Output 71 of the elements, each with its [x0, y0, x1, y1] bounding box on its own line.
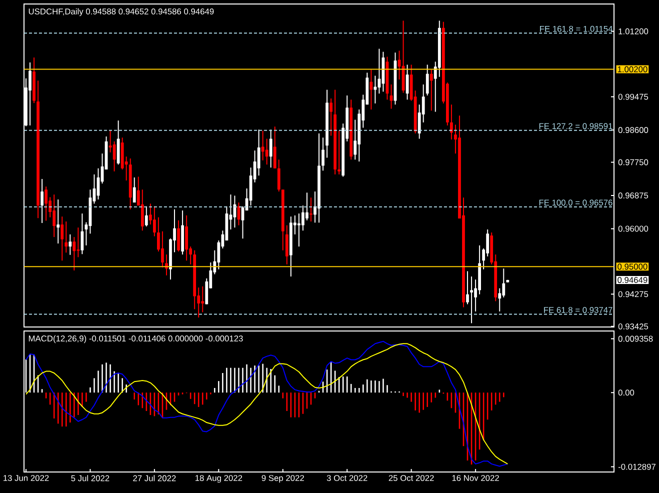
candlestick: [132, 176, 136, 203]
x-tick-label: 25 Oct 2022: [388, 475, 434, 482]
y-tick-label: 0.99475: [618, 94, 648, 100]
candlestick: [269, 129, 272, 168]
ref-line-label: FE 161.8 = 1.01154: [540, 26, 612, 32]
ref-line-label: FE 61.8 = 0.93747: [544, 307, 612, 313]
candlestick: [338, 130, 341, 175]
x-tick-label: 9 Sep 2022: [262, 475, 304, 483]
candlestick: [390, 84, 393, 110]
candlestick: [64, 220, 68, 254]
candlestick: [153, 206, 156, 237]
candlestick: [201, 286, 204, 313]
candlestick: [466, 270, 469, 305]
candlestick: [297, 213, 300, 248]
candlestick: [56, 198, 60, 244]
x-tick-label: 13 Jun 2022: [4, 475, 49, 482]
candlestick: [498, 288, 502, 312]
candlestick: [322, 137, 324, 172]
candlestick: [265, 138, 268, 166]
candlestick: [310, 197, 312, 222]
candlestick: [76, 227, 80, 258]
chart-title: USDCHF,Daily 0.94588 0.94652 0.94586 0.94649: [28, 8, 214, 16]
candlestick: [44, 186, 48, 222]
candlestick: [470, 276, 473, 324]
candlestick: [277, 159, 280, 192]
x-tick-label: 3 Oct 2022: [326, 475, 368, 482]
x-tick-label: 27 Jul 2022: [133, 475, 176, 482]
candlestick: [273, 126, 276, 169]
candlestick: [177, 220, 180, 252]
candlestick: [140, 189, 144, 232]
candlestick: [72, 236, 76, 271]
text: 0.94649: [618, 277, 648, 283]
candlestick: [60, 216, 64, 262]
candlestick: [486, 228, 490, 257]
candlestick: [430, 69, 433, 112]
candlestick: [370, 69, 373, 110]
candlestick: [330, 98, 332, 136]
chart-title: MACD(12,26,9) -0.011501 -0.011406 0.000000 -0.000123: [28, 335, 243, 344]
ref-line-label: FE 127.2 = 0.98591: [539, 123, 612, 130]
x-tick-label: 18 Aug 2022: [195, 475, 242, 483]
y-tick-label: 0.98600: [618, 127, 648, 133]
candlestick: [406, 64, 409, 100]
y-tick-label: 0.009358: [618, 336, 653, 342]
ref-line-label: FE 100.0 = 0.96576: [539, 200, 612, 206]
candlestick: [285, 224, 288, 265]
candlestick: [374, 75, 377, 104]
candlestick: [52, 194, 56, 238]
candlestick: [185, 214, 188, 262]
y-tick-label: 0.93425: [618, 323, 648, 330]
candlestick: [302, 205, 304, 232]
ref-line-label: 0.95000: [618, 264, 648, 270]
y-tick-label: 0.97750: [618, 159, 648, 166]
x-tick-label: 5 Jul 2022: [71, 475, 110, 482]
candlestick: [144, 206, 148, 227]
y-tick-label: 0.94275: [618, 291, 648, 298]
candlestick: [502, 268, 506, 298]
candlestick: [261, 130, 264, 161]
candlestick: [450, 104, 453, 140]
candlestick: [40, 178, 44, 224]
y-tick-label: 1.01200: [618, 28, 648, 34]
y-tick-label: 0.96000: [618, 226, 648, 232]
ref-line-label: 1.00200: [618, 66, 648, 72]
candlestick: [112, 140, 116, 172]
x-tick-label: 16 Nov 2022: [452, 475, 499, 482]
y-tick-label: 0.00: [618, 390, 634, 396]
y-tick-label: -0.012897: [618, 464, 656, 470]
candlestick: [426, 64, 429, 96]
y-tick-label: 0.96875: [618, 192, 648, 198]
candlestick: [68, 234, 72, 256]
candlestick: [161, 230, 164, 268]
candlestick: [28, 62, 32, 126]
